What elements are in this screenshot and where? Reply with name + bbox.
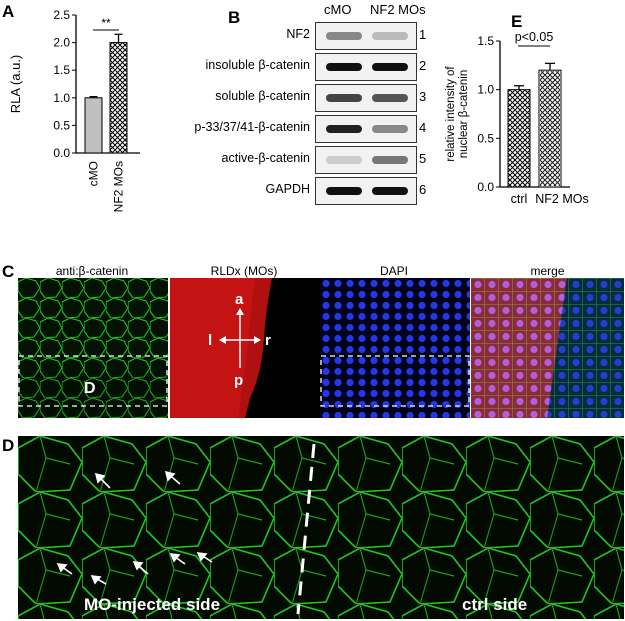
a-ylabel: RLA (a.u.)	[8, 55, 23, 114]
blot-row: soluble β-catenin 3	[160, 84, 430, 112]
a-tick-label: 0.0	[53, 146, 70, 160]
panel-label-c: C	[2, 262, 15, 281]
panel-label-d: D	[2, 436, 15, 455]
axis-label-l: l	[208, 332, 212, 349]
e-ylabel-1: relative intensity of	[445, 66, 457, 162]
panel-label-a: A	[2, 2, 15, 21]
blot-row-label: active-β-catenin	[221, 151, 310, 165]
micrograph-merge	[471, 278, 624, 418]
blot-row: GAPDH 6	[160, 177, 430, 205]
chart-e: 0.0 0.5 1.0 1.5 relative intensity of nuclear…	[445, 30, 589, 206]
a-tick-label: 0.5	[53, 118, 70, 132]
e-ylabel-2: nuclear β-catenin	[458, 70, 470, 158]
blot-band	[372, 32, 408, 40]
arrowhead-right	[254, 336, 261, 344]
axis-label-a: a	[235, 291, 244, 308]
blot-row-number: 2	[419, 58, 427, 73]
blot-membrane	[315, 84, 417, 112]
blot-row-label: GAPDH	[265, 182, 310, 196]
e-tick-label: 1.5	[477, 34, 494, 48]
micrograph-beta-catenin: D	[18, 278, 168, 418]
a-category-label: NF2 MOs	[112, 161, 126, 212]
blot-row-label: insoluble β-catenin	[205, 58, 310, 72]
blot-band	[326, 125, 362, 133]
blot-col-cmo: cMO	[324, 2, 352, 17]
blot-membrane	[315, 53, 417, 81]
micrograph-inset-d: MO-injected side ctrl side	[18, 436, 624, 619]
blot-membrane	[315, 115, 417, 143]
chart-a: 0.0 0.5 1.0 1.5 2.0 2.5 RLA (a.u.) cMO NF2 MOs **	[8, 8, 140, 212]
blot-row-number: 6	[419, 182, 427, 197]
label-ctrl-side: ctrl side	[462, 595, 527, 614]
blot-row-label: soluble β-catenin	[215, 89, 310, 103]
inset-label: D	[84, 380, 96, 397]
micrograph-rldx: a p l r	[170, 278, 320, 418]
blot-band	[326, 187, 362, 195]
a-significance: **	[101, 16, 111, 30]
blot-band	[372, 187, 408, 195]
blot-row: p-33/37/41-β-catenin 4	[160, 115, 430, 143]
a-category-label: cMO	[87, 161, 101, 186]
e-significance: p<0.05	[515, 30, 554, 44]
panel-c-title-4: merge	[530, 264, 565, 278]
blot-col-nf2: NF2 MOs	[370, 2, 426, 17]
a-bar	[84, 97, 103, 154]
blot-band	[326, 32, 362, 40]
midline-divider	[296, 443, 316, 615]
inset-box-dapi	[320, 355, 470, 407]
blot-membrane	[315, 177, 417, 205]
a-tick-label: 2.5	[53, 8, 70, 22]
axis-label-r: r	[265, 332, 271, 349]
blot-membrane	[315, 146, 417, 174]
panel-c-title-3: DAPI	[379, 264, 408, 278]
blot-row-number: 5	[419, 151, 427, 166]
arrow-markers	[56, 470, 213, 585]
panel-label-e: E	[511, 12, 523, 31]
blot-membrane	[315, 22, 417, 50]
arrowhead-left	[219, 336, 226, 344]
panel-label-b: B	[228, 8, 241, 27]
a-tick-label: 1.0	[53, 91, 70, 105]
arrowhead-up	[236, 308, 244, 315]
blot-band	[372, 156, 408, 164]
inset-box	[18, 355, 168, 407]
e-tick-label: 1.0	[477, 83, 494, 97]
blot-band	[326, 63, 362, 71]
blot-row-label: p-33/37/41-β-catenin	[194, 120, 310, 134]
blot-row: active-β-catenin 5	[160, 146, 430, 174]
blot-row: NF2 1	[160, 22, 430, 50]
blot-row: insoluble β-catenin 2	[160, 53, 430, 81]
e-tick-label: 0.0	[477, 180, 494, 194]
blot-band	[372, 94, 408, 102]
blot-row-number: 1	[419, 27, 427, 42]
a-tick-label: 1.5	[53, 63, 70, 77]
micrograph-dapi	[320, 278, 470, 418]
blot-row-label: NF2	[286, 27, 310, 41]
blot-band	[326, 94, 362, 102]
axis-label-p: p	[234, 372, 243, 389]
e-tick-label: 0.5	[477, 131, 494, 145]
e-category-label: NF2 MOs	[535, 192, 588, 206]
panel-c-title-2: RLDx (MOs)	[210, 264, 278, 278]
blot-band	[372, 125, 408, 133]
blot-row-number: 3	[419, 89, 427, 104]
blot-row-number: 4	[419, 120, 427, 135]
label-mo-injected-side: MO-injected side	[84, 595, 220, 614]
blot-band	[372, 63, 408, 71]
panel-c-title-1: anti:β-catenin	[55, 264, 129, 278]
e-category-label: ctrl	[511, 192, 528, 206]
e-bar-fill	[540, 71, 560, 186]
a-bar	[109, 42, 128, 154]
e-bar	[507, 89, 531, 188]
a-tick-label: 2.0	[53, 36, 70, 50]
blot-band	[326, 156, 362, 164]
